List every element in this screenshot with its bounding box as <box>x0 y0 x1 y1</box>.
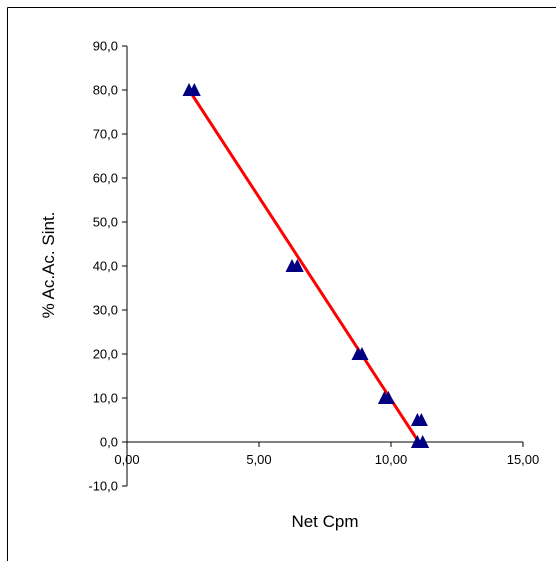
x-tick-label: 0,00 <box>114 452 139 467</box>
x-tick-label: 15,00 <box>507 452 540 467</box>
y-tick-label: 0,0 <box>100 435 118 450</box>
data-point <box>187 83 201 96</box>
x-tick-label: 10,00 <box>375 452 408 467</box>
x-axis-title: Net Cpm <box>291 512 358 531</box>
y-tick-label: 50,0 <box>93 215 118 230</box>
data-point <box>290 259 304 272</box>
trendline-layer <box>187 88 421 444</box>
data-point <box>381 391 395 404</box>
trend-line <box>187 88 421 444</box>
x-tick-label: 5,00 <box>246 452 271 467</box>
axes: 90,0 80,0 70,0 60,0 50,0 40,0 30,0 20,0 10,0 0,0 -… <box>88 39 539 494</box>
y-tick-label: -10,0 <box>88 479 118 494</box>
data-point <box>414 413 428 426</box>
y-tick-label: 30,0 <box>93 303 118 318</box>
y-tick-label: 70,0 <box>93 127 118 142</box>
y-tick-label: 40,0 <box>93 259 118 274</box>
y-tick-label: 60,0 <box>93 171 118 186</box>
data-points <box>182 83 430 448</box>
y-tick-label: 80,0 <box>93 83 118 98</box>
y-axis-title: % Ac.Ac. Sint. <box>39 212 58 319</box>
data-point <box>355 347 369 360</box>
y-tick-label: 90,0 <box>93 39 118 54</box>
y-tick-label: 10,0 <box>93 391 118 406</box>
y-tick-label: 20,0 <box>93 347 118 362</box>
data-point <box>416 435 430 448</box>
